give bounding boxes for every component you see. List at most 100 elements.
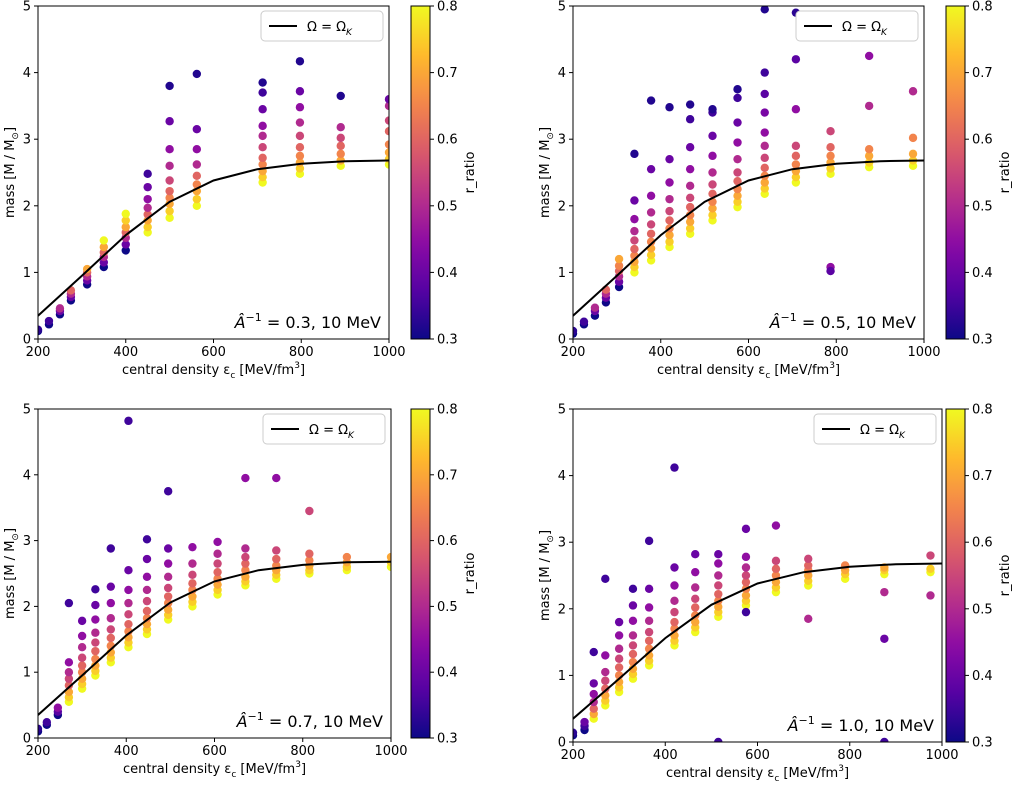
data-point <box>926 551 935 560</box>
data-point <box>826 164 835 173</box>
data-point <box>760 178 769 187</box>
data-point <box>165 144 174 154</box>
data-point <box>295 131 305 141</box>
data-point <box>386 552 391 562</box>
data-point <box>213 567 222 577</box>
data-point <box>64 658 74 667</box>
data-point <box>121 246 130 255</box>
legend: Ω = ΩK <box>813 413 937 445</box>
y-tick-label: 5 <box>23 0 31 15</box>
colorbar-tick-label: 0.8 <box>437 403 458 418</box>
x-tick-label: 600 <box>736 345 761 360</box>
data-point <box>644 616 654 625</box>
data-point <box>44 316 54 326</box>
data-point <box>165 186 174 196</box>
y-tick-label: 1 <box>23 666 31 681</box>
data-point <box>614 631 624 640</box>
data-point <box>665 194 674 204</box>
data-point <box>384 148 389 157</box>
data-point <box>691 617 700 627</box>
data-point <box>685 115 695 124</box>
y-axis-label: mass [M / M⊙] <box>538 127 556 218</box>
data-point <box>864 51 874 61</box>
data-point <box>192 194 202 204</box>
data-point <box>106 614 116 623</box>
data-point <box>295 103 305 112</box>
data-point <box>791 55 801 64</box>
data-point <box>295 151 305 161</box>
data-point <box>601 676 610 685</box>
data-point <box>714 737 723 742</box>
data-point <box>106 544 116 553</box>
colorbar-label: r_ratio <box>463 553 478 595</box>
legend-label: Ω = ΩK <box>307 20 353 38</box>
y-tick-label: 0 <box>558 736 566 751</box>
data-point <box>258 105 267 114</box>
data-point <box>741 563 751 572</box>
data-point <box>192 171 202 181</box>
data-point <box>646 229 656 238</box>
colorbar: 0.3 0.4 0.5 0.6 0.7 0.8 r_ratio <box>410 403 478 747</box>
data-point <box>142 554 152 564</box>
y-tick-label: 3 <box>23 133 31 148</box>
y-axis-label: mass [M / M⊙] <box>538 530 556 621</box>
data-point <box>646 164 656 174</box>
data-point <box>614 644 624 653</box>
data-point <box>741 607 751 617</box>
colorbar-tick-label: 0.7 <box>437 468 458 483</box>
data-point <box>124 610 133 619</box>
data-point <box>38 724 43 733</box>
data-point <box>143 169 152 179</box>
colorbar-tick-label: 0.6 <box>972 536 993 551</box>
data-point <box>665 103 674 112</box>
x-tick-label: 200 <box>26 744 51 759</box>
data-point <box>384 140 389 149</box>
data-point <box>804 554 813 564</box>
x-axis-label: central density εc [MeV/fm3] <box>123 760 306 780</box>
data-point <box>258 160 267 169</box>
data-point <box>42 718 52 727</box>
x-tick-label: 800 <box>290 744 315 759</box>
data-point <box>384 101 389 111</box>
panel-2: 200 400 600 800 1000 0 1 2 3 4 5 central density εc… <box>538 0 1013 381</box>
x-tick-label: 400 <box>648 345 673 360</box>
data-point <box>601 684 610 693</box>
panel-1: 200 400 600 800 1000 0 1 2 3 4 5 central density εc… <box>3 0 478 381</box>
data-point <box>733 93 742 103</box>
data-point <box>804 561 813 570</box>
x-tick-label: 800 <box>289 345 314 360</box>
data-point <box>163 592 173 601</box>
data-point <box>733 118 742 127</box>
data-point <box>121 216 130 225</box>
y-tick-label: 3 <box>23 534 31 549</box>
data-point <box>124 619 133 629</box>
data-point <box>213 559 222 568</box>
data-point <box>614 261 624 270</box>
data-point <box>760 6 769 14</box>
data-point <box>714 549 723 559</box>
data-point <box>124 416 133 426</box>
data-point <box>630 214 639 224</box>
data-point <box>741 571 751 580</box>
data-point <box>628 601 638 610</box>
data-point <box>165 176 174 185</box>
data-point <box>142 572 152 581</box>
legend-box <box>795 10 919 42</box>
data-point <box>192 144 202 154</box>
colorbar-tick-label: 0.4 <box>437 266 458 281</box>
y-tick-label: 0 <box>558 333 566 348</box>
colorbar-label: r_ratio <box>463 152 478 194</box>
data-point <box>336 141 345 151</box>
y-tick-label: 3 <box>558 536 566 551</box>
x-tick-label: 200 <box>26 345 51 360</box>
data-point <box>760 153 769 163</box>
data-point <box>665 178 674 187</box>
data-point <box>628 616 638 625</box>
data-point <box>714 602 723 612</box>
data-point <box>258 142 267 152</box>
y-tick-label: 0 <box>23 333 31 348</box>
data-point <box>143 182 152 192</box>
x-axis-label: central density εc [MeV/fm3] <box>657 361 840 381</box>
data-point <box>91 661 100 670</box>
